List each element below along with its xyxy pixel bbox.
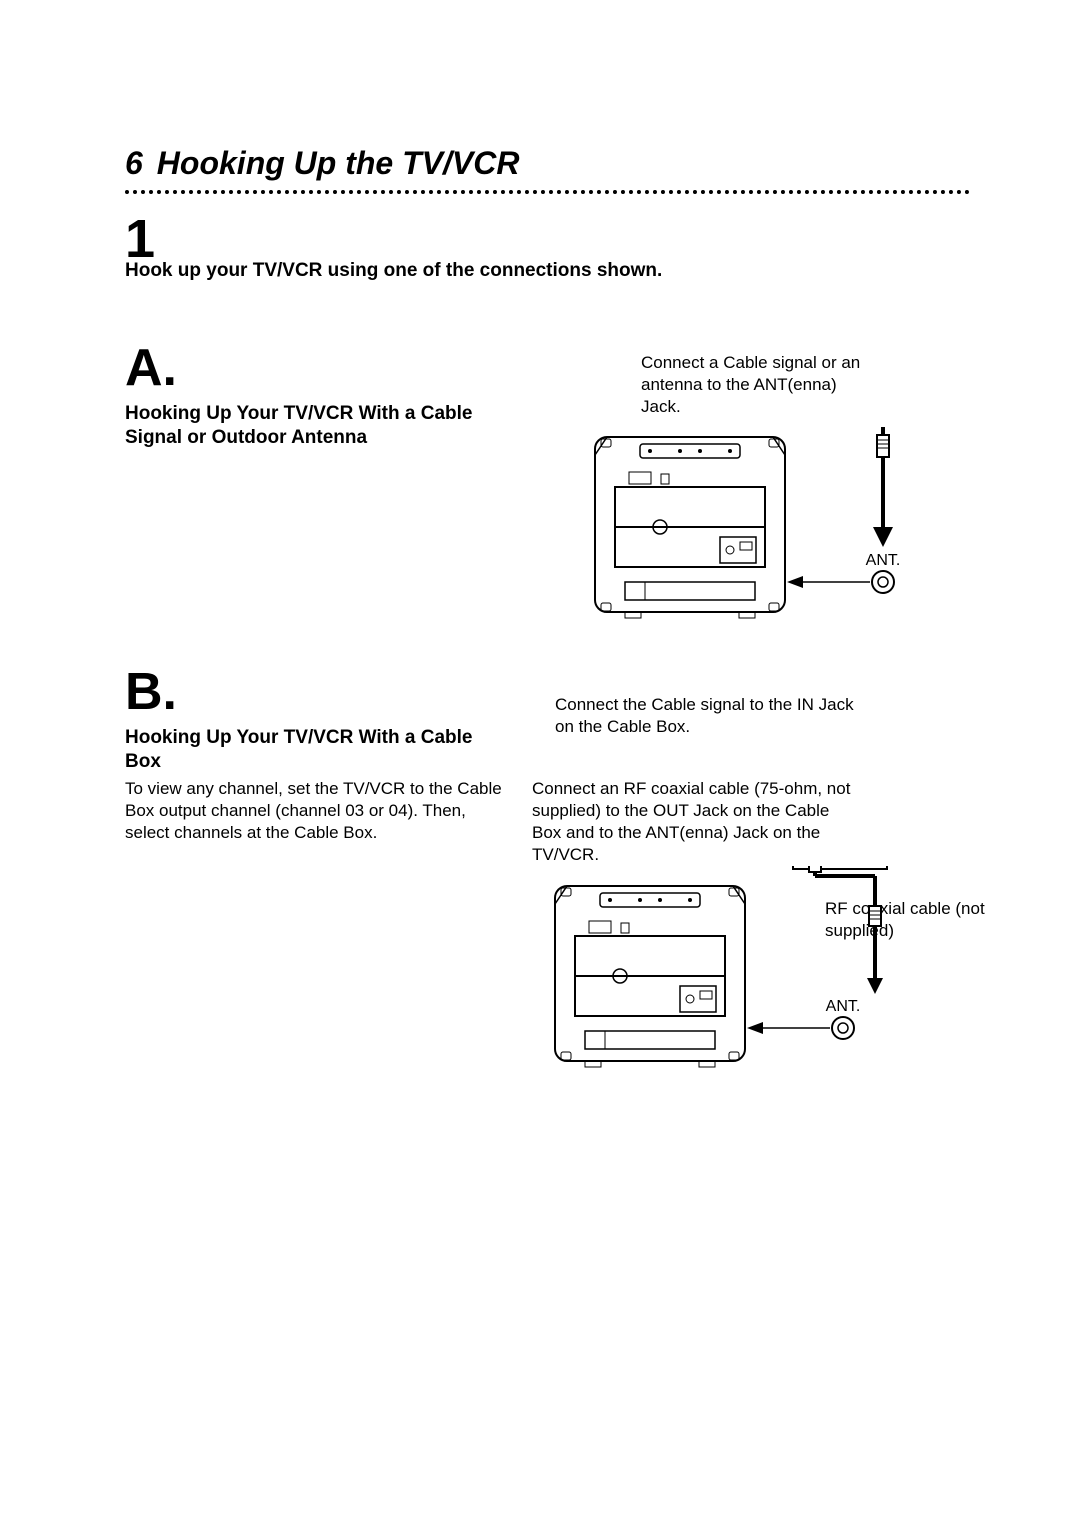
section-b-heading: Hooking Up Your TV/VCR With a Cable Box [125,726,505,774]
step-instruction: Hook up your TV/VCR using one of the con… [125,260,970,282]
section-b-letter: B. [125,666,505,718]
tv-back-icon-b [555,886,745,1067]
divider-dotted [125,190,970,194]
ant-label-a: ANT. [866,552,901,569]
svg-text:ANT.: ANT. [826,998,861,1015]
section-b-body: To view any channel, set the TV/VCR to t… [125,778,505,844]
section-b-caption-1: Connect the Cable signal to the IN Jack … [555,694,855,738]
page-title: Hooking Up the TV/VCR [157,145,520,182]
tv-diagram-b: OUT IN [525,866,985,1086]
section-a-letter: A. [125,342,505,394]
section-a-heading: Hooking Up Your TV/VCR With a Cable Sign… [125,402,505,450]
section-a: A. Hooking Up Your TV/VCR With a Cable S… [125,342,970,622]
page-title-row: 6 Hooking Up the TV/VCR [125,145,970,182]
section-b-text: B. Hooking Up Your TV/VCR With a Cable B… [125,666,505,1086]
section-b-caption-2: Connect an RF coaxial cable (75-ohm, not… [532,778,852,866]
section-b: B. Hooking Up Your TV/VCR With a Cable B… [125,666,970,1086]
page-number: 6 [125,145,143,182]
tv-back-icon [595,437,785,618]
cable-box-icon: OUT IN [781,866,887,869]
manual-page: 6 Hooking Up the TV/VCR 1 Hook up your T… [0,0,1080,1086]
section-a-diagram-area: Connect a Cable signal or an antenna to … [525,342,970,622]
section-b-diagram-area: Connect the Cable signal to the IN Jack … [525,666,970,1086]
tv-diagram-a: ANT. [565,427,925,637]
section-a-caption: Connect a Cable signal or an antenna to … [641,352,871,418]
step-number: 1 [125,212,970,266]
section-a-text: A. Hooking Up Your TV/VCR With a Cable S… [125,342,505,622]
